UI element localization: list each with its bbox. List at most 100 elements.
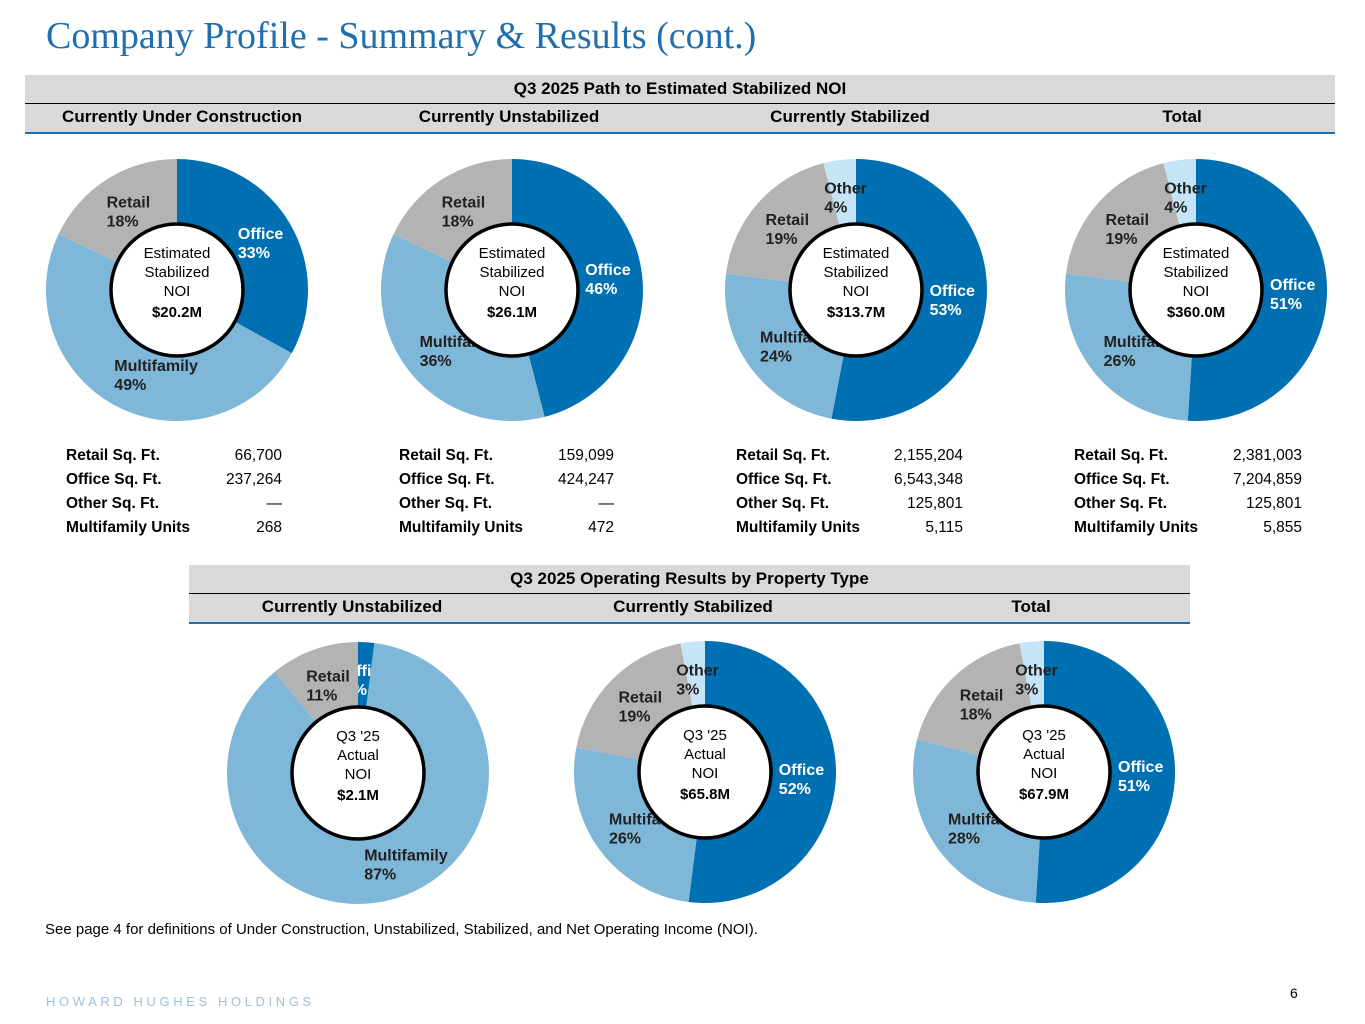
stats-value: 424,247 [557, 471, 614, 488]
section1-title: Q3 2025 Path to Estimated Stabilized NOI [25, 75, 1335, 104]
stats-value: — [266, 495, 283, 512]
donut-center [290, 705, 426, 841]
donut-center-value: $65.8M [680, 786, 730, 803]
pie-chart-op-total: Office 51%Multifamily 28%Retail 18%Other 3%Q… [913, 641, 1176, 903]
donut-center-value: $313.7M [827, 304, 885, 321]
pie-chart-stabilized: Office 53%Multifamily 24%Retail 19%Other 4%E… [724, 159, 987, 422]
stats-label: Multifamily Units [736, 519, 861, 536]
slice-label: Other 3% [1015, 662, 1058, 698]
column-header: Currently Stabilized [770, 107, 930, 126]
stats-value: 6,543,348 [894, 471, 963, 488]
donut-center [109, 222, 245, 358]
slice-label: Office 51% [1118, 759, 1163, 795]
stats-label: Retail Sq. Ft. [66, 447, 160, 464]
slice-label: Retail 19% [1106, 212, 1150, 248]
donut-center-text: Stabilized [144, 264, 209, 281]
slice-label: Other 4% [1164, 181, 1207, 217]
stats-label: Other Sq. Ft. [399, 495, 492, 512]
donut-center-text: Stabilized [479, 264, 544, 281]
footnote: See page 4 for definitions of Under Cons… [45, 921, 758, 938]
donut-center-value: $2.1M [337, 787, 379, 804]
stats-label: Other Sq. Ft. [66, 495, 159, 512]
donut-center-text: NOI [164, 283, 191, 300]
stats-row: Retail Sq. Ft. 66,700 [66, 447, 282, 471]
stats-label: Retail Sq. Ft. [736, 447, 830, 464]
stats-total: Retail Sq. Ft. 2,381,003 Office Sq. Ft. 7,2… [1074, 447, 1302, 543]
donut-center-text: Estimated [479, 245, 546, 262]
slice-label: Retail 18% [960, 688, 1004, 724]
donut-center-text: Estimated [1163, 245, 1230, 262]
stats-label: Retail Sq. Ft. [399, 447, 493, 464]
slice-label: Office 52% [779, 762, 824, 798]
donut-center-text: Actual [337, 747, 379, 764]
slice-label: Retail 18% [442, 195, 486, 231]
pie-chart-under-construction: Office 33% Multifamily 49% Retail 18% Estimate… [45, 159, 309, 422]
stats-row: Office Sq. Ft. 6,543,348 [736, 471, 963, 495]
donut-center-value: $20.2M [152, 304, 202, 321]
donut-center-text: Estimated [823, 245, 890, 262]
stats-label: Multifamily Units [66, 519, 191, 536]
donut-center-text: Stabilized [1163, 264, 1228, 281]
stats-value: 7,204,859 [1233, 471, 1302, 488]
stats-value: 125,801 [906, 495, 963, 512]
stats-value: 2,155,204 [894, 447, 963, 464]
slice-label: Office 46% [585, 262, 630, 298]
section1-header: Q3 2025 Path to Estimated Stabilized NOI… [25, 75, 1335, 134]
donut-center-text: Q3 '25 [683, 727, 727, 744]
stats-row: Retail Sq. Ft. 2,155,204 [736, 447, 963, 471]
slice-label: Office 53% [930, 283, 975, 319]
donut-center-text: Actual [1023, 746, 1065, 763]
brand-logo-text: HOWARD HUGHES HOLDINGS [46, 994, 315, 1009]
donut-center [1128, 222, 1264, 358]
stats-row: Other Sq. Ft. 125,801 [736, 495, 963, 519]
stats-label: Multifamily Units [399, 519, 524, 536]
stats-value: 5,115 [925, 519, 963, 536]
donut-center-text: Stabilized [823, 264, 888, 281]
column-header: Currently Stabilized [613, 597, 773, 616]
stats-row: Other Sq. Ft. — [399, 495, 614, 519]
stats-value: 2,381,003 [1233, 447, 1302, 464]
stats-label: Office Sq. Ft. [399, 471, 495, 488]
slice-label: Multifamily 49% [114, 358, 198, 394]
page-title: Company Profile - Summary & Results (con… [46, 15, 757, 57]
stats-row: Multifamily Units 5,855 [1074, 519, 1302, 543]
column-header: Currently Under Construction [62, 107, 302, 126]
stats-label: Other Sq. Ft. [1074, 495, 1167, 512]
donut-center-text: Actual [684, 746, 726, 763]
section2-title: Q3 2025 Operating Results by Property Ty… [189, 565, 1190, 594]
page-number: 6 [1290, 985, 1298, 1001]
stats-value: — [598, 495, 615, 512]
stats-label: Office Sq. Ft. [66, 471, 162, 488]
donut-center-text: NOI [345, 766, 372, 783]
stats-row: Office Sq. Ft. 237,264 [66, 471, 282, 495]
column-header: Total [1011, 597, 1051, 616]
donut-center-text: Estimated [144, 245, 211, 262]
stats-row: Multifamily Units 268 [66, 519, 282, 543]
slice-label: Multifamily 87% [364, 847, 448, 883]
stats-row: Other Sq. Ft. — [66, 495, 282, 519]
donut-center-text: NOI [499, 283, 526, 300]
donut-center-text: NOI [843, 283, 870, 300]
donut-center-text: NOI [1183, 283, 1210, 300]
stats-label: Office Sq. Ft. [1074, 471, 1170, 488]
stats-stabilized: Retail Sq. Ft. 2,155,204 Office Sq. Ft. 6,5… [736, 447, 963, 543]
stats-row: Other Sq. Ft. 125,801 [1074, 495, 1302, 519]
donut-center-text: Q3 '25 [336, 728, 380, 745]
column-header: Total [1162, 107, 1202, 126]
stats-value: 237,264 [225, 471, 282, 488]
stats-label: Retail Sq. Ft. [1074, 447, 1168, 464]
donut-center [637, 704, 773, 840]
donut-center [444, 222, 580, 358]
slice-label: Retail 18% [107, 195, 151, 231]
column-header: Currently Unstabilized [261, 597, 443, 616]
stats-value: 5,855 [1263, 519, 1302, 536]
stats-row: Retail Sq. Ft. 2,381,003 [1074, 447, 1302, 471]
pie-chart-unstabilized: Office 46%Multifamily 36%Retail 18%Estimate… [381, 159, 643, 421]
donut-center [976, 704, 1112, 840]
slice-label: Retail 19% [766, 212, 810, 248]
slice-label: Office 33% [238, 226, 283, 262]
slice-label: Other 3% [676, 662, 719, 698]
donut-center [788, 222, 924, 358]
stats-value: 472 [588, 519, 614, 536]
